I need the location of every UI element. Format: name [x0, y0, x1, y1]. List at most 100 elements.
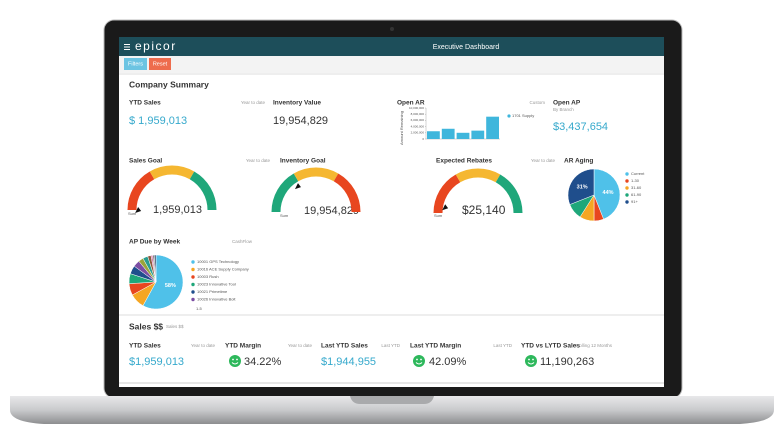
tile-title: Open AP: [553, 100, 581, 107]
legend-swatch: [191, 260, 195, 264]
axis-label: Amount Remaining: [399, 111, 404, 145]
tile-value: $ 1,959,013: [129, 115, 187, 127]
pager[interactable]: 1-5: [196, 306, 203, 311]
tile-value: $3,437,654: [553, 121, 608, 133]
bar: [427, 131, 440, 139]
gauge-label: Sum: [280, 213, 289, 218]
tile-title: Last YTD Margin: [410, 343, 461, 350]
legend-label: 61-90: [631, 192, 642, 197]
section-title: Company Summary: [129, 79, 209, 89]
gauge-arc: [127, 171, 155, 211]
legend-label: 31-60: [631, 185, 642, 190]
tile-period: Rolling 12 Months: [576, 343, 613, 348]
gauge-needle: [294, 183, 301, 190]
gauge-arc: [433, 174, 461, 214]
bar: [456, 132, 470, 139]
y-tick-label: 10,000,000: [409, 106, 424, 110]
legend-swatch: [191, 282, 195, 287]
legend-swatch: [191, 267, 195, 272]
tile-title: YTD Sales: [129, 343, 161, 350]
gauge-label: Sum: [128, 211, 137, 216]
tile-period: Custom: [529, 100, 545, 105]
legend-swatch: [507, 114, 511, 118]
base-notch: [350, 396, 434, 404]
tile-value: 19,954,829: [273, 115, 328, 127]
gauge-arc: [495, 174, 523, 214]
bar: [471, 130, 485, 139]
tile-period: By Branch: [553, 107, 574, 112]
y-tick-label: 6,000,000: [411, 118, 425, 122]
gauge-arc: [333, 173, 361, 213]
smiley-icon: [229, 355, 241, 367]
tile-period: CashFlow: [232, 239, 253, 244]
legend-swatch: [625, 186, 629, 190]
toolbar: [119, 56, 664, 73]
filters-button[interactable]: [124, 58, 147, 70]
gauge-arc: [149, 165, 195, 180]
pie-slice: [593, 168, 621, 220]
legend-swatch: [191, 290, 195, 294]
gauge-value: $25,140: [462, 203, 506, 217]
legend-swatch: [191, 297, 195, 302]
gauge-needle: [135, 207, 142, 214]
gauge-arc: [189, 171, 217, 211]
laptop-base: [10, 396, 774, 424]
legend-label: 10001 GPS Technology: [197, 259, 239, 264]
gauge-arc: [455, 168, 501, 183]
tile-period: Year to date: [246, 158, 271, 163]
tile-title: Sales Goal: [129, 158, 162, 165]
pie-slice: [154, 254, 157, 283]
tile-period: Year to date: [288, 343, 313, 348]
reset-button[interactable]: [149, 58, 171, 70]
tile-title: Open AR: [397, 100, 425, 107]
legend-label: 10016 ACE Supply Company: [197, 267, 249, 272]
button-label[interactable]: Filters: [128, 61, 143, 67]
tile-title: AP Due by Week: [129, 239, 180, 246]
section-title: Sales $$: [129, 321, 163, 331]
legend-label: 10021 Primetime: [197, 289, 228, 294]
menu-icon[interactable]: [124, 44, 130, 50]
smiley-icon: [525, 355, 537, 367]
legend-label: 10026 Innovative Bolt: [197, 297, 236, 302]
bar: [441, 128, 455, 139]
tile-value: 11,190,263: [540, 356, 594, 368]
legend-swatch: [625, 172, 629, 176]
legend-label: 91+: [631, 199, 638, 204]
tile-period: Last YTD: [381, 343, 400, 348]
y-tick-label: 8,000,000: [411, 112, 425, 116]
tile-title: AR Aging: [564, 158, 593, 165]
tile-title: Inventory Goal: [280, 158, 326, 165]
logo: epicor: [135, 39, 177, 53]
gauge-label: Sum: [434, 213, 443, 218]
legend-swatch: [625, 179, 629, 183]
gauge-value: 19,954,829: [304, 205, 359, 217]
slice-label: 31%: [577, 184, 588, 190]
screen: [119, 37, 664, 387]
tile-period: Year to date: [191, 343, 216, 348]
tile-value: 42.09%: [429, 356, 467, 368]
tile-title: YTD vs LYTD Sales: [521, 343, 580, 350]
legend-label: 10003 Rush: [197, 274, 219, 279]
tile-period: Year to date: [531, 158, 556, 163]
slice-label: 44%: [603, 190, 614, 196]
tile-value: $1,944,955: [321, 356, 376, 368]
legend-swatch: [191, 275, 195, 279]
header-bar: [119, 37, 664, 56]
tile-title: YTD Sales: [129, 100, 161, 107]
y-tick-label: 0: [422, 137, 424, 141]
y-tick-label: 4,000,000: [411, 124, 425, 128]
charts: 0 2,000,000 4,000,000 6,000,000 8,000,000 10,…: [127, 106, 645, 310]
y-tick-label: 2,000,000: [411, 131, 425, 135]
gauge-arc: [293, 167, 339, 182]
gauge-value: 1,959,013: [153, 204, 202, 216]
legend-label: 1701 Supply: [512, 113, 534, 118]
tile-title: YTD Margin: [225, 343, 261, 350]
gauge-needle: [442, 204, 449, 211]
tile-value: $1,959,013: [129, 356, 184, 368]
button-label[interactable]: Reset: [153, 61, 168, 67]
tile-title: Last YTD Sales: [321, 343, 368, 350]
legend-label: 1-30: [631, 178, 640, 183]
legend-swatch: [625, 193, 629, 197]
